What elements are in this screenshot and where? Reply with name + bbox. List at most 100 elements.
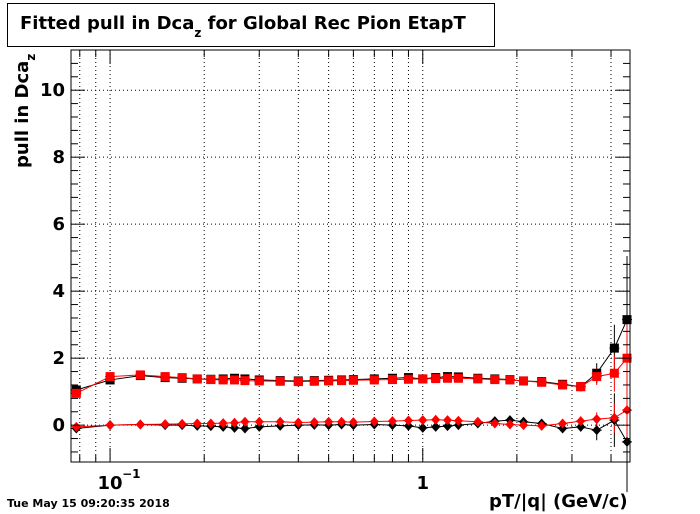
chart-title-subscript: z xyxy=(194,26,202,40)
series-1-point xyxy=(309,376,319,386)
series-1-point xyxy=(337,376,347,386)
series-1-point xyxy=(177,373,187,383)
series-3-point xyxy=(473,416,483,427)
series-1-point xyxy=(418,374,428,384)
series-1-point xyxy=(293,377,303,387)
series-3-point xyxy=(160,419,170,430)
series-1-point xyxy=(443,373,453,383)
series-3-point xyxy=(309,417,319,428)
y-tick-label: 2 xyxy=(52,348,65,369)
series-1-point xyxy=(348,375,358,385)
date-stamp: Tue May 15 09:20:35 2018 xyxy=(7,497,170,510)
series-1-point xyxy=(558,380,568,390)
series-3-point xyxy=(592,414,602,425)
series-1-fit-line xyxy=(76,357,628,394)
series-3-point xyxy=(230,417,240,428)
y-tick-label: 0 xyxy=(52,415,65,436)
y-tick-label: 4 xyxy=(52,281,65,302)
series-3-point xyxy=(135,419,145,430)
series-1-point xyxy=(206,375,216,385)
series-3-point xyxy=(369,416,379,427)
axis-ticks xyxy=(71,49,630,462)
series-3-point xyxy=(431,414,441,425)
y-tick-label: 8 xyxy=(52,147,65,168)
series-2-point xyxy=(230,422,240,433)
series-3-point xyxy=(206,418,216,429)
y-tick-label: 6 xyxy=(52,214,65,235)
series-2-point xyxy=(240,423,250,434)
series-2-point xyxy=(576,421,586,432)
series-3-point xyxy=(71,421,81,432)
data-markers xyxy=(71,315,632,447)
series-1-point xyxy=(230,375,240,385)
chart-title-rest: for Global Rec Pion EtapT xyxy=(201,13,466,34)
series-3-point xyxy=(275,416,285,427)
series-3-point xyxy=(192,418,202,429)
y-axis-label-main: pull in Dca xyxy=(12,60,33,168)
y-axis-label-subscript: z xyxy=(24,53,38,61)
series-3-point xyxy=(254,416,264,427)
series-1-point xyxy=(403,374,413,384)
series-1-point xyxy=(160,372,170,382)
x-tick-label: 1 xyxy=(416,473,429,494)
series-3-point xyxy=(519,420,529,431)
y-axis-label: pull in Dcaz xyxy=(12,54,38,168)
series-1-point xyxy=(609,368,619,378)
series-1-point xyxy=(71,388,81,398)
series-1-point xyxy=(453,373,463,383)
series-2-point xyxy=(592,425,602,436)
series-2-point xyxy=(558,423,568,434)
series-3-point xyxy=(505,419,515,430)
series-3-point xyxy=(218,418,228,429)
series-2-point xyxy=(622,436,632,447)
series-1-point xyxy=(576,382,586,392)
series-3-point xyxy=(293,417,303,428)
grid-lines xyxy=(71,50,630,462)
series-3-point xyxy=(387,416,397,427)
series-3-point xyxy=(622,405,632,416)
series-2-point xyxy=(403,420,413,431)
x-tick-label-exponent: −1 xyxy=(122,467,140,481)
chart-title-main: Fitted pull in Dca xyxy=(20,13,195,34)
series-3-point xyxy=(403,415,413,426)
series-3-point xyxy=(558,418,568,429)
series-3-point xyxy=(609,412,619,423)
series-1-point xyxy=(387,375,397,385)
series-3-point xyxy=(537,420,547,431)
series-3-point xyxy=(453,415,463,426)
series-1-point xyxy=(519,376,529,386)
series-3-point xyxy=(443,415,453,426)
series-1-point xyxy=(490,375,500,385)
series-2-fit-line xyxy=(76,419,628,443)
series-0-point xyxy=(609,343,619,353)
series-3-point xyxy=(324,416,334,427)
x-tick-label: 10 xyxy=(98,473,123,494)
series-3-point xyxy=(105,420,115,431)
series-1-point xyxy=(192,374,202,384)
chart-title-box: Fitted pull in Dcaz for Global Rec Pion … xyxy=(7,3,495,47)
series-1-point xyxy=(275,376,285,386)
y-tick-label: 10 xyxy=(40,80,65,101)
series-3-point xyxy=(418,415,428,426)
chart-title: Fitted pull in Dcaz for Global Rec Pion … xyxy=(20,13,466,40)
series-3-point xyxy=(177,418,187,429)
series-1-point xyxy=(254,376,264,386)
fit-lines xyxy=(76,319,628,443)
series-1-point xyxy=(324,376,334,386)
series-2-point xyxy=(431,421,441,432)
series-3-point xyxy=(490,418,500,429)
series-1-point xyxy=(218,375,228,385)
series-1-point xyxy=(592,372,602,382)
x-axis-label: pT/|q| (GeV/c) xyxy=(489,491,628,512)
series-2-point xyxy=(418,422,428,433)
series-0-point xyxy=(622,315,632,325)
series-1-point xyxy=(537,377,547,387)
series-3-point xyxy=(576,416,586,427)
series-1-point xyxy=(473,374,483,384)
series-3-point xyxy=(240,416,250,427)
series-1-point xyxy=(369,375,379,385)
series-2-point xyxy=(254,421,264,432)
series-1-point xyxy=(240,376,250,386)
